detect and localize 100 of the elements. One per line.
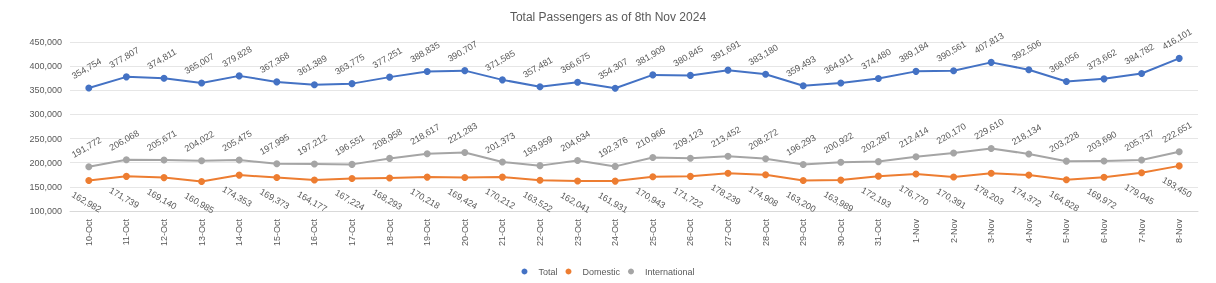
point <box>837 79 845 87</box>
x-tick-label: 13-Oct <box>196 218 207 247</box>
point <box>762 171 770 179</box>
point <box>461 148 469 156</box>
point <box>987 58 995 66</box>
point <box>686 154 694 162</box>
point <box>837 158 845 166</box>
point <box>912 67 920 75</box>
point <box>310 176 318 184</box>
point <box>198 157 206 165</box>
point <box>762 155 770 163</box>
point <box>724 169 732 177</box>
x-tick-label: 21-Oct <box>497 218 508 247</box>
point <box>1062 78 1070 86</box>
x-tick-label: 22-Oct <box>535 218 545 247</box>
point <box>874 74 882 82</box>
y-tick-label: 300,000 <box>29 109 62 120</box>
point <box>198 79 206 87</box>
y-tick-label: 400,000 <box>29 61 62 72</box>
point <box>1175 148 1183 156</box>
point <box>198 178 206 186</box>
point <box>649 173 657 181</box>
point <box>950 173 958 181</box>
point <box>498 158 506 166</box>
x-tick-label: 27-Oct <box>723 218 733 247</box>
y-tick-label: 350,000 <box>29 85 62 96</box>
point <box>574 156 582 164</box>
point <box>348 160 356 168</box>
point <box>611 84 619 92</box>
point <box>273 174 281 181</box>
point <box>1062 176 1070 184</box>
point <box>686 172 694 180</box>
point <box>85 163 93 171</box>
point <box>611 162 619 170</box>
point <box>386 73 394 81</box>
x-tick-label: 18-Oct <box>384 218 395 247</box>
point <box>498 76 506 84</box>
x-tick-label: 15-Oct <box>271 218 282 247</box>
x-tick-label: 25-Oct <box>647 218 658 247</box>
point <box>536 176 544 184</box>
point <box>160 74 168 82</box>
x-tick-label: 26-Oct <box>685 218 696 247</box>
point <box>498 173 506 181</box>
point <box>1175 54 1183 62</box>
point <box>1100 173 1108 181</box>
x-tick-label: 12-Oct <box>159 218 169 247</box>
legend-label: Domestic <box>582 266 621 277</box>
point <box>235 72 243 80</box>
point <box>686 71 694 79</box>
x-tick-label: 2-Nov <box>948 218 959 244</box>
legend-label: Total <box>538 266 558 277</box>
y-tick-label: 200,000 <box>29 157 62 168</box>
y-tick-label: 450,000 <box>29 37 62 47</box>
point <box>348 175 356 183</box>
point <box>837 176 845 184</box>
x-tick-label: 31-Oct <box>873 218 884 247</box>
x-tick-label: 14-Oct <box>234 218 245 247</box>
y-tick-label: 100,000 <box>29 206 62 216</box>
point <box>423 150 431 158</box>
point <box>160 174 168 182</box>
point <box>348 80 356 88</box>
point <box>536 83 544 91</box>
x-tick-label: 23-Oct <box>572 218 583 247</box>
point <box>461 173 469 181</box>
x-tick-label: 17-Oct <box>347 218 357 247</box>
point <box>423 68 431 76</box>
chart-title: Total Passengers as of 8th Nov 2024 <box>509 10 707 24</box>
point <box>799 82 807 90</box>
point <box>386 154 394 162</box>
point <box>461 67 469 75</box>
point <box>950 149 958 157</box>
x-tick-label: 4-Nov <box>1023 218 1034 244</box>
x-tick-label: 11-Oct <box>121 218 132 246</box>
point <box>799 161 807 168</box>
point <box>1175 162 1183 170</box>
point <box>987 169 995 177</box>
point <box>874 158 882 166</box>
point <box>1025 66 1033 74</box>
point <box>85 177 93 185</box>
x-tick-label: 20-Oct <box>459 218 470 247</box>
point <box>950 67 958 75</box>
x-tick-label: 1-Nov <box>911 218 921 244</box>
point <box>724 152 732 160</box>
point <box>987 144 995 152</box>
x-tick-label: 24-Oct <box>610 218 621 247</box>
point <box>273 160 281 168</box>
x-tick-label: 28-Oct <box>760 218 771 247</box>
x-tick-label: 7-Nov <box>1136 218 1147 244</box>
x-tick-label: 16-Oct <box>309 218 320 247</box>
point <box>85 84 93 92</box>
point <box>1138 156 1146 164</box>
point <box>310 81 318 89</box>
point <box>1138 69 1146 77</box>
x-tick-label: 8-Nov <box>1174 218 1185 244</box>
point <box>235 171 243 179</box>
point <box>574 78 582 86</box>
point <box>1025 150 1033 158</box>
point <box>649 153 657 161</box>
point <box>235 156 243 164</box>
x-tick-label: 5-Nov <box>1061 218 1072 244</box>
